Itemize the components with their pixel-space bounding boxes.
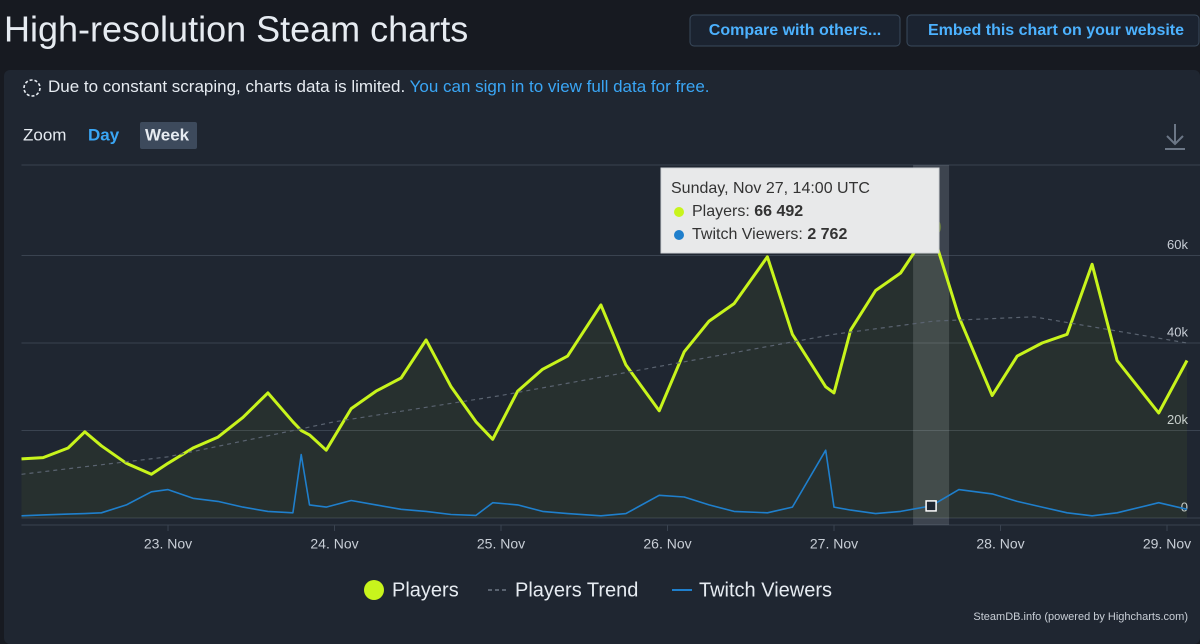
tooltip-row: Twitch Viewers: 2 762 (692, 226, 847, 243)
tooltip-title: Sunday, Nov 27, 14:00 UTC (671, 180, 870, 197)
download-icon[interactable] (1165, 124, 1185, 150)
tooltip-dot (674, 230, 684, 240)
page-title: High-resolution Steam charts (4, 9, 468, 50)
tooltip-label: Players: (692, 203, 750, 220)
zoom-label: Zoom (23, 125, 66, 144)
zoom-week[interactable]: Week (145, 125, 190, 144)
tooltip-box (660, 167, 940, 254)
compare-button[interactable] (689, 14, 901, 47)
x-tick-label: 28. Nov (976, 536, 1024, 552)
series-line (21, 449, 1188, 517)
x-tick-label: 26. Nov (643, 536, 691, 552)
notice-icon (23, 79, 41, 97)
tooltip-row: Players: 66 492 (692, 203, 803, 220)
x-tick-label: 29. Nov (1143, 536, 1191, 552)
players-area (21, 227, 1187, 518)
download-glyph[interactable] (1165, 124, 1185, 150)
y-tick-label: 60k (1167, 237, 1188, 252)
tooltip-value: 66 492 (754, 203, 803, 220)
tooltip-label: Twitch Viewers: (692, 226, 803, 243)
series-line (21, 316, 1188, 475)
tooltip-dot (674, 207, 684, 217)
x-tick-label: 25. Nov (477, 536, 525, 552)
credit: SteamDB.info (powered by Highcharts.com) (973, 611, 1188, 623)
legend-symbol (364, 580, 384, 600)
notice-link[interactable]: You can sign in to view full data for fr… (410, 77, 710, 96)
x-tick-label: 27. Nov (810, 536, 858, 552)
zoom-week-bg[interactable] (140, 122, 197, 149)
embed-button-label[interactable]: Embed this chart on your website (928, 22, 1184, 39)
zoom-day[interactable]: Day (88, 125, 120, 144)
tooltip-value: 2 762 (807, 226, 847, 243)
legend-label: Twitch Viewers (699, 579, 832, 601)
embed-button[interactable] (906, 14, 1200, 47)
x-tick-label: 23. Nov (144, 536, 192, 552)
compare-button-label[interactable]: Compare with others... (709, 22, 881, 39)
legend-label: Players Trend (515, 579, 638, 601)
notice-message: Due to constant scraping, charts data is… (48, 77, 405, 96)
notice-text: Due to constant scraping, charts data is… (48, 77, 710, 96)
x-tick-label: 24. Nov (310, 536, 358, 552)
hover-point (925, 500, 937, 512)
series-line (21, 225, 1189, 476)
legend-label: Players (392, 579, 459, 601)
y-tick-label: 40k (1167, 324, 1188, 339)
y-tick-label: 20k (1167, 412, 1188, 427)
y-tick-label: 0 (1181, 499, 1188, 514)
